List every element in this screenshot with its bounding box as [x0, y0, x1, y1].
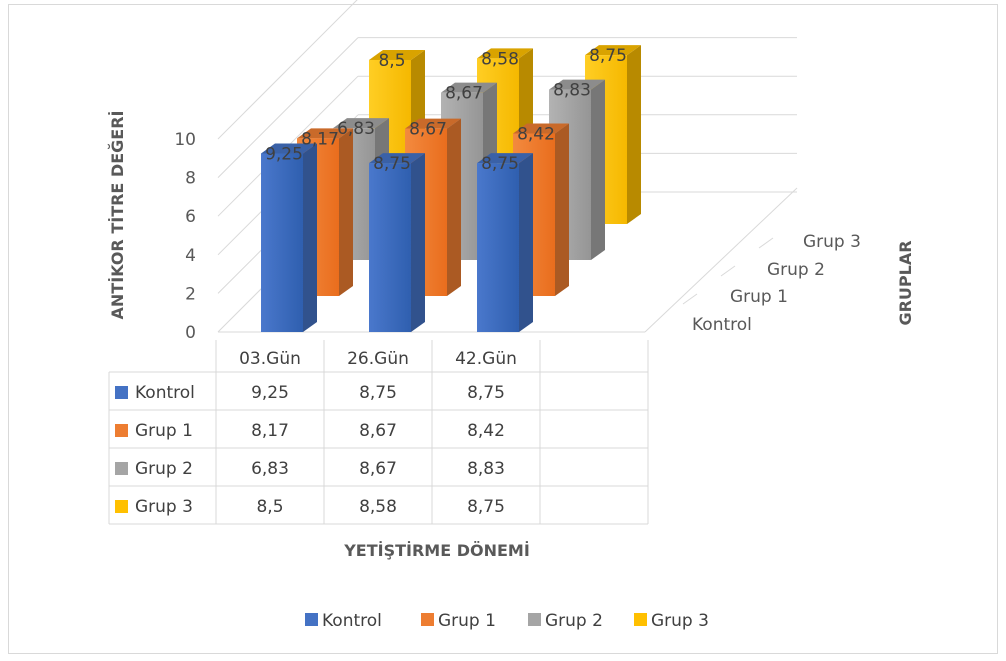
- bar-side: [447, 118, 461, 296]
- legend-key: [115, 462, 128, 475]
- bar-top: [477, 153, 533, 164]
- bar: [369, 163, 411, 332]
- data-label: 8,83: [553, 81, 591, 101]
- legend: Kontrol Grup 1 Grup 2 Grup 3: [305, 611, 709, 631]
- gridline-side: [217, 37, 359, 178]
- depth-tick-label: Grup 1: [730, 287, 788, 307]
- table-cell: 9,25: [251, 383, 289, 403]
- y-axis-title: ANTİKOR TİTRE DEĞERİ: [108, 111, 127, 320]
- bar-top: [261, 143, 317, 154]
- depth-tick-label: Grup 2: [767, 260, 825, 280]
- depth-divider: [682, 293, 698, 305]
- legend-swatch: [634, 613, 647, 626]
- table-cell: 8,67: [359, 459, 397, 479]
- legend-key: [115, 386, 128, 399]
- table-cell: 6,83: [251, 459, 289, 479]
- table-row-label: Grup 2: [135, 459, 193, 479]
- y-tick-label: 8: [185, 169, 196, 189]
- bar-top: [477, 48, 533, 59]
- bar-top: [297, 128, 353, 139]
- bars: [261, 45, 641, 332]
- depth-tick-label: Kontrol: [692, 315, 752, 335]
- y-tick-label: 4: [185, 246, 196, 266]
- table-cell: 8,67: [359, 421, 397, 441]
- legend-entry: Grup 2: [545, 611, 603, 631]
- y-tick-label: 0: [185, 323, 196, 343]
- table-row-label: Grup 1: [135, 421, 193, 441]
- bar-top: [549, 79, 605, 90]
- bar: [261, 153, 303, 332]
- data-label: 8,42: [517, 124, 555, 144]
- bar-side: [339, 128, 353, 296]
- data-label: 8,67: [409, 120, 447, 140]
- bar-top: [585, 45, 641, 56]
- data-label: 8,75: [373, 154, 411, 174]
- table-cell: 8,17: [251, 421, 289, 441]
- bar-side: [303, 143, 317, 332]
- axes: 0 2 4 6 8 10 ANTİKOR TİTRE DEĞERİ Kontrol Grup 1…: [108, 111, 915, 343]
- y-tick-label: 2: [185, 284, 196, 304]
- data-label: 9,25: [265, 144, 303, 164]
- table-cell: 8,75: [467, 497, 505, 517]
- data-labels: 8,5 8,58 8,75 6,83 8,67 8,83 8,17 8,67 8,42 9,25 8…: [265, 46, 627, 174]
- bar-side: [627, 45, 641, 224]
- bar-top: [333, 118, 389, 129]
- table-header: 03.Gün: [239, 349, 301, 369]
- legend-entry: Grup 3: [651, 611, 709, 631]
- legend-entry: Grup 1: [438, 611, 496, 631]
- table-cell: 8,58: [359, 497, 397, 517]
- legend-swatch: [421, 613, 434, 626]
- table-cell: 8,75: [359, 383, 397, 403]
- bar-top: [369, 153, 425, 164]
- data-label: 6,83: [337, 119, 375, 139]
- table-cell: 8,42: [467, 421, 505, 441]
- y-tick-label: 6: [185, 207, 196, 227]
- legend-key: [115, 500, 128, 513]
- depth-divider: [758, 237, 774, 249]
- data-label: 8,67: [445, 84, 483, 104]
- y-tick-label: 10: [174, 130, 196, 150]
- data-label: 8,58: [481, 49, 519, 69]
- table-header: 26.Gün: [347, 349, 409, 369]
- x-axis-title: YETİŞTİRME DÖNEMİ: [343, 541, 530, 560]
- data-label: 8,17: [301, 129, 339, 149]
- depth-divider: [720, 265, 736, 277]
- bar-side: [519, 153, 533, 332]
- bar-top: [405, 118, 461, 129]
- legend-key: [115, 424, 128, 437]
- bar-top: [441, 82, 497, 93]
- bar-top: [369, 49, 425, 60]
- bar-side: [591, 79, 605, 261]
- table-cell: 8,83: [467, 459, 505, 479]
- data-table: 03.Gün 26.Gün 42.Gün Kontrol 9,25 8,75 8,75 Gru…: [108, 340, 649, 560]
- gridline-side: [217, 0, 358, 140]
- bar: [477, 163, 519, 332]
- legend-swatch: [305, 613, 318, 626]
- table-cell: 8,5: [256, 497, 283, 517]
- floor-edge: [644, 187, 798, 333]
- legend-entry: Kontrol: [322, 611, 382, 631]
- data-label: 8,5: [378, 51, 405, 71]
- table-row-label: Grup 3: [135, 497, 193, 517]
- depth-axis-title: GRUPLAR: [896, 240, 915, 325]
- table-header: 42.Gün: [455, 349, 517, 369]
- data-label: 8,75: [589, 46, 627, 66]
- bar-side: [555, 123, 569, 296]
- legend-swatch: [528, 613, 541, 626]
- bar-side: [411, 153, 425, 332]
- table-cell: 8,75: [467, 383, 505, 403]
- bar-top: [513, 123, 569, 134]
- table-row-label: Kontrol: [135, 383, 195, 403]
- depth-tick-label: Grup 3: [803, 232, 861, 252]
- data-label: 8,75: [481, 154, 519, 174]
